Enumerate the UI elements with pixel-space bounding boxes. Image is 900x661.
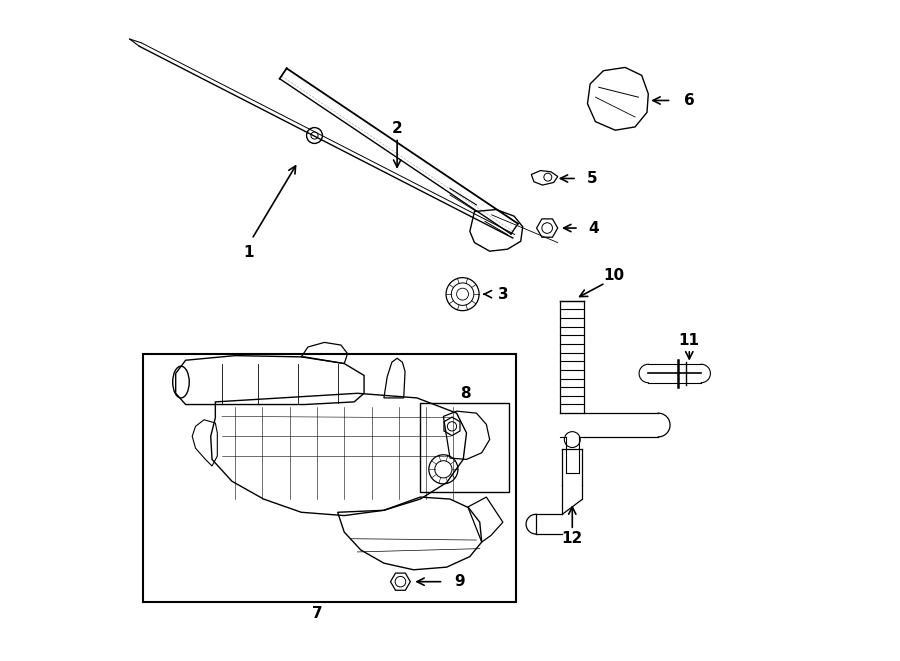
Text: 11: 11 — [679, 333, 700, 348]
Text: 6: 6 — [684, 93, 695, 108]
Text: 10: 10 — [603, 268, 625, 283]
Text: 9: 9 — [454, 574, 465, 589]
Text: 3: 3 — [498, 287, 508, 301]
Bar — [142, 354, 516, 602]
Bar — [420, 403, 509, 492]
Text: 5: 5 — [587, 171, 598, 186]
Text: 8: 8 — [460, 386, 471, 401]
Text: 2: 2 — [392, 122, 402, 136]
Text: 1: 1 — [243, 245, 254, 260]
Text: 7: 7 — [312, 606, 323, 621]
Text: 12: 12 — [562, 531, 583, 546]
Text: 4: 4 — [589, 221, 599, 235]
